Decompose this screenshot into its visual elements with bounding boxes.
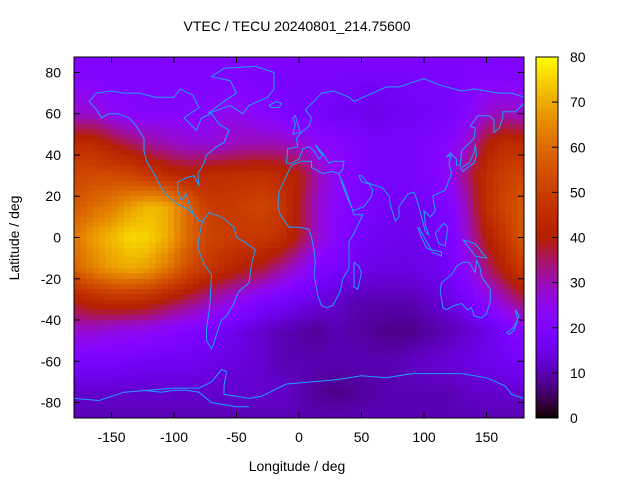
- coastline: [197, 212, 256, 351]
- colorbar-tick-label: 30: [570, 275, 586, 291]
- coastline: [73, 368, 525, 402]
- coastline: [286, 78, 525, 164]
- colorbar-tick-label: 40: [570, 230, 586, 246]
- coastline: [439, 258, 491, 319]
- y-tick-label: 40: [45, 147, 61, 163]
- coastline: [353, 261, 363, 290]
- y-tick-label: -40: [41, 312, 61, 328]
- y-axis-label: Latitude / deg: [6, 196, 22, 281]
- colorbar-tick-label: 80: [570, 49, 586, 65]
- x-axis: -150 -100 -50 0 50 100 150: [97, 57, 498, 445]
- coastline: [459, 144, 478, 173]
- coastlines: [73, 65, 525, 408]
- x-tick-label: -100: [160, 429, 188, 445]
- coastline: [207, 65, 275, 115]
- x-tick-label: -150: [97, 429, 125, 445]
- colorbar-tick-label: 70: [570, 94, 586, 110]
- x-tick-label: 150: [475, 429, 499, 445]
- y-tick-label: 80: [45, 64, 61, 80]
- y-tick-label: -60: [41, 353, 61, 369]
- x-tick-label: 100: [412, 429, 436, 445]
- colorbar-tick-label: 20: [570, 320, 586, 336]
- coastline: [434, 222, 449, 247]
- coastline: [88, 88, 230, 222]
- coastline: [277, 144, 364, 309]
- y-tick-label: 20: [45, 188, 61, 204]
- coastline: [142, 389, 249, 408]
- colorbar-tick-label: 50: [570, 184, 586, 200]
- x-tick-label: -50: [226, 429, 246, 445]
- colorbar-axis: 0 10 20 30 40 50 60 70 80: [552, 49, 586, 426]
- vtec-heatmap: [74, 57, 524, 418]
- x-axis-label: Longitude / deg: [249, 458, 346, 474]
- y-tick-label: -80: [41, 395, 61, 411]
- coastline: [462, 239, 488, 259]
- colorbar-tick-label: 10: [570, 365, 586, 381]
- y-tick-label: 60: [45, 106, 61, 122]
- y-axis: -80 -60 -40 -20 0 20 40 60 80: [41, 64, 524, 411]
- chart-title: VTEC / TECU 20240801_214.75600: [183, 18, 410, 34]
- colorbar-tick-label: 0: [570, 410, 578, 426]
- colorbar-tick-label: 60: [570, 139, 586, 155]
- plot-frame: [73, 56, 525, 419]
- coastline: [268, 100, 283, 108]
- coastline: [431, 249, 442, 257]
- x-tick-label: 50: [354, 429, 370, 445]
- coastline: [292, 114, 301, 135]
- coastline: [341, 103, 525, 236]
- y-tick-label: 0: [53, 230, 61, 246]
- coastline: [417, 226, 433, 251]
- coastline: [506, 309, 520, 336]
- y-tick-label: -20: [41, 271, 61, 287]
- coastline: [88, 101, 195, 216]
- x-tick-label: 0: [295, 429, 303, 445]
